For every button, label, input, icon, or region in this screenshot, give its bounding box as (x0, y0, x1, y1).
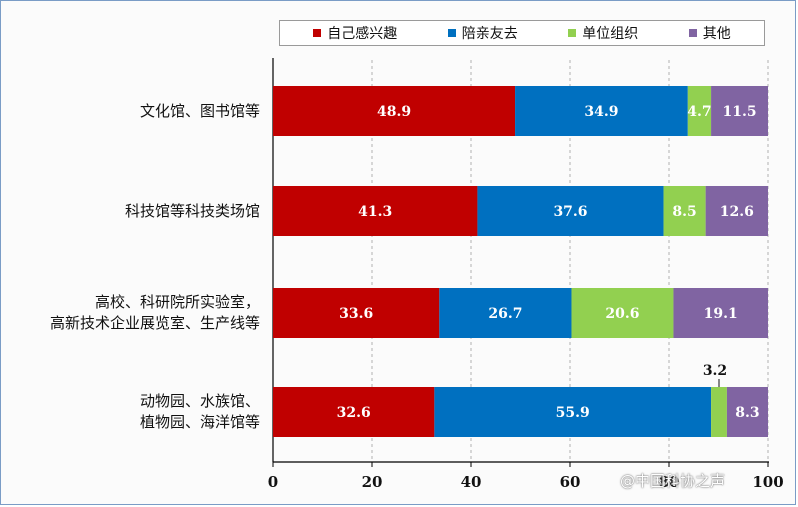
x-tick-label: 40 (461, 473, 482, 491)
bar-segment (673, 288, 768, 338)
x-tick-label: 100 (752, 473, 783, 491)
category-label-line: 高新技术企业展览室、生产线等 (49, 314, 260, 332)
x-tick-label: 80 (659, 473, 680, 491)
bar-segment (273, 186, 478, 236)
bar-segment (711, 387, 727, 437)
category-label-line: 高校、科研院所实验室， (94, 293, 260, 311)
bar-segment (273, 288, 440, 338)
data-label: 34.9 (584, 104, 618, 120)
legend-swatch (313, 29, 322, 37)
bar-segment (663, 186, 706, 236)
bar-segment (273, 387, 435, 437)
data-label: 8.3 (735, 405, 759, 421)
legend-item: 其他 (688, 23, 731, 43)
legend-item: 自己感兴趣 (313, 23, 397, 43)
data-label: 19.1 (704, 306, 738, 322)
bar-segment (705, 186, 768, 236)
data-label: 26.7 (488, 306, 522, 322)
bar-segment (273, 86, 516, 136)
legend-label: 单位组织 (582, 26, 639, 42)
category-label: 文化馆、图书馆等 (140, 101, 260, 122)
bar-segment (439, 288, 572, 338)
data-label: 4.7 (687, 104, 711, 120)
bar-segment (687, 86, 712, 136)
category-label-line: 文化馆、图书馆等 (139, 101, 260, 120)
data-label: 20.6 (605, 306, 639, 322)
data-label: 8.5 (672, 204, 696, 220)
data-label: 32.6 (337, 405, 371, 421)
data-label: 33.6 (339, 306, 373, 322)
bar-segment (711, 86, 768, 136)
data-label: 41.3 (358, 204, 392, 220)
legend-swatch (568, 29, 577, 37)
category-label-line: 动物园、水族馆、 (139, 392, 260, 410)
bar-segment (571, 288, 674, 338)
x-tick-label: 60 (560, 473, 581, 491)
watermark: @中国科协之声 (620, 472, 726, 490)
bar-segment (434, 387, 712, 437)
legend-item: 单位组织 (568, 23, 638, 43)
bar-segment (515, 86, 688, 136)
data-label: 11.5 (722, 104, 756, 120)
category-label: 动物园、水族馆、 植物园、海洋馆等 (140, 391, 260, 433)
data-label: 55.9 (556, 405, 590, 421)
data-label: 48.9 (377, 104, 411, 120)
chart-legend: 自己感兴趣 陪亲友去 单位组织 其他 (279, 20, 765, 46)
data-label: 37.6 (553, 204, 587, 220)
data-label: 12.6 (720, 204, 754, 220)
legend-swatch (688, 29, 697, 37)
legend-label: 陪亲友去 (461, 26, 518, 42)
x-tick-label: 20 (362, 473, 383, 491)
category-label-line: 植物园、海洋馆等 (139, 413, 260, 431)
bar-segment (726, 387, 768, 437)
legend-item: 陪亲友去 (447, 23, 518, 43)
bar-segment (477, 186, 664, 236)
data-label: 3.2 (703, 363, 727, 379)
category-label: 高校、科研院所实验室， 高新技术企业展览室、生产线等 (50, 292, 260, 334)
legend-label: 自己感兴趣 (327, 26, 398, 42)
category-label-line: 科技馆等科技类场馆 (124, 201, 260, 220)
x-tick-label: 0 (268, 473, 278, 491)
category-label: 科技馆等科技类场馆 (125, 201, 260, 222)
legend-label: 其他 (702, 26, 731, 42)
legend-swatch (447, 29, 456, 37)
